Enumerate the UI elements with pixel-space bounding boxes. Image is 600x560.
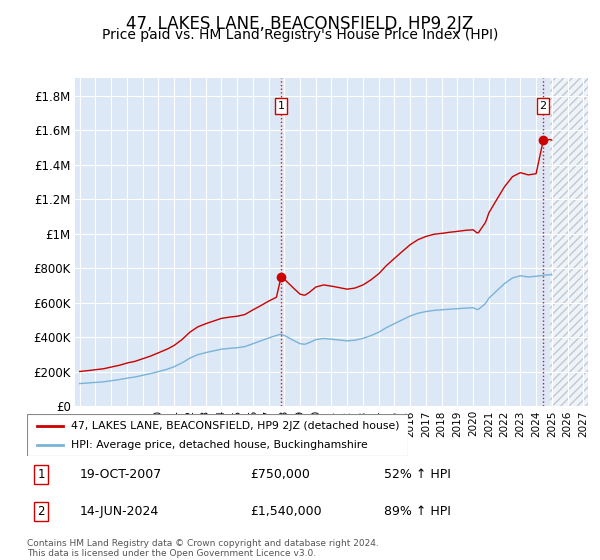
Text: 1: 1 xyxy=(278,101,284,111)
FancyBboxPatch shape xyxy=(27,414,408,456)
Text: 47, LAKES LANE, BEACONSFIELD, HP9 2JZ: 47, LAKES LANE, BEACONSFIELD, HP9 2JZ xyxy=(127,15,473,32)
Bar xyxy=(550,78,588,406)
Text: 19-OCT-2007: 19-OCT-2007 xyxy=(80,468,162,481)
Text: Contains HM Land Registry data © Crown copyright and database right 2024.
This d: Contains HM Land Registry data © Crown c… xyxy=(27,539,379,558)
Text: 52% ↑ HPI: 52% ↑ HPI xyxy=(384,468,451,481)
Text: £750,000: £750,000 xyxy=(250,468,310,481)
Text: 89% ↑ HPI: 89% ↑ HPI xyxy=(384,505,451,518)
Text: Price paid vs. HM Land Registry's House Price Index (HPI): Price paid vs. HM Land Registry's House … xyxy=(102,28,498,42)
Text: 2: 2 xyxy=(37,505,45,518)
Text: 2: 2 xyxy=(539,101,547,111)
Bar xyxy=(550,78,588,406)
Text: 14-JUN-2024: 14-JUN-2024 xyxy=(80,505,159,518)
Text: 1: 1 xyxy=(37,468,45,481)
Text: £1,540,000: £1,540,000 xyxy=(250,505,322,518)
Text: 47, LAKES LANE, BEACONSFIELD, HP9 2JZ (detached house): 47, LAKES LANE, BEACONSFIELD, HP9 2JZ (d… xyxy=(71,421,400,431)
Text: HPI: Average price, detached house, Buckinghamshire: HPI: Average price, detached house, Buck… xyxy=(71,440,368,450)
Bar xyxy=(550,78,588,406)
